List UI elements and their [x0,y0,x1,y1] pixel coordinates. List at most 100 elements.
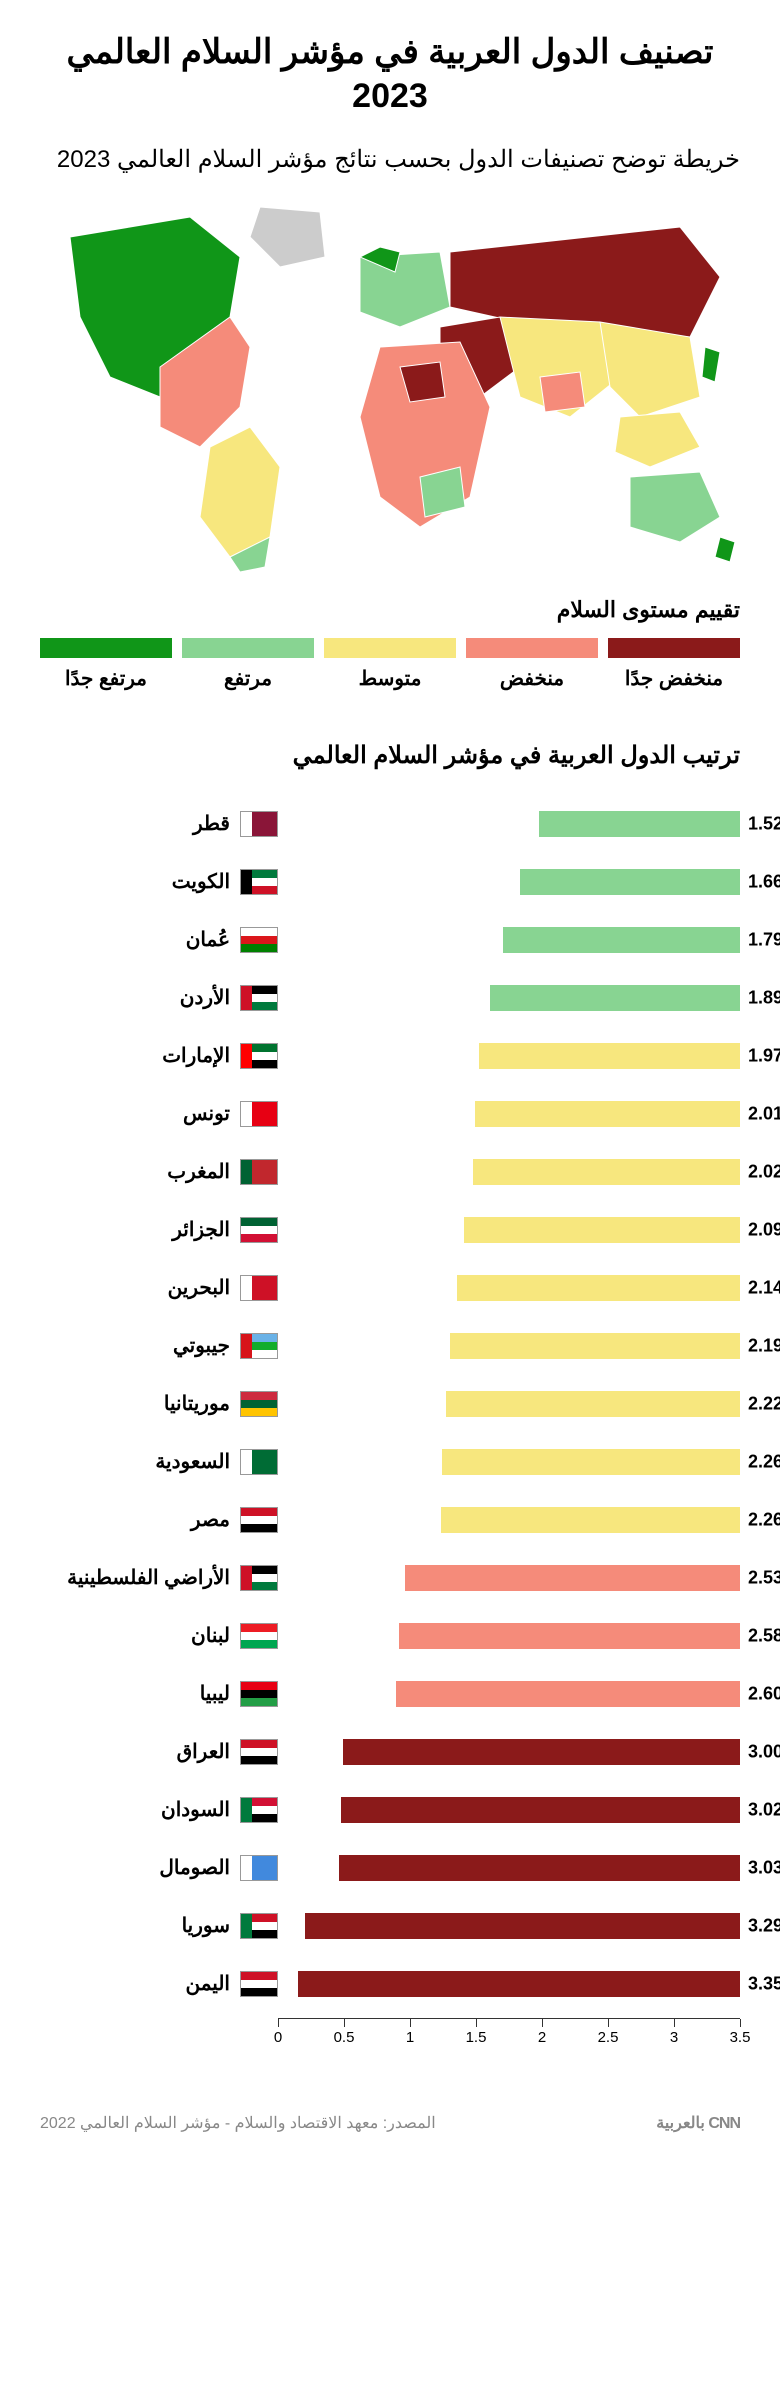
bar-value: 2.02 [748,1161,780,1182]
flag-icon [240,1797,278,1823]
bar-value: 2.228 [748,1393,780,1414]
bar-track: 2.538 [278,1549,740,1607]
bar-fill: 2.01 [475,1101,740,1127]
flag-icon [240,1971,278,1997]
country-label: الكويت [40,869,230,894]
country-label: موريتانيا [40,1391,230,1416]
legend-swatch [466,638,598,658]
flag-icon [240,1681,278,1707]
axis-tick [740,2019,741,2027]
bar-value: 1.524 [748,813,780,834]
legend-label: منخفض [466,666,598,691]
legend-item: منخفض [466,638,598,691]
country-label: قطر [40,811,230,836]
country-label: اليمن [40,1971,230,1996]
legend-item: مرتفع جدًا [40,638,172,691]
axis-tick-label: 0 [274,2029,282,2046]
bar-track: 3.036 [278,1839,740,1897]
legend-title: تقييم مستوى السلام [40,597,740,623]
world-map-svg [40,197,740,577]
footer: CNN بالعربية المصدر: معهد الاقتصاد والسل… [40,2113,740,2133]
legend-label: منخفض جدًا [608,666,740,691]
bar-fill: 2.094 [464,1217,740,1243]
axis-tick [674,2019,675,2027]
legend-swatch [608,638,740,658]
bar-track: 2.581 [278,1607,740,1665]
bar-value: 2.26 [748,1451,780,1472]
flag-icon [240,811,278,837]
bar-fill: 2.228 [446,1391,740,1417]
page-title: تصنيف الدول العربية في مؤشر السلام العال… [40,30,740,118]
bar-row: موريتانيا 2.228 [40,1375,740,1433]
axis-tick [608,2019,609,2027]
bar-fill: 1.524 [539,811,740,837]
bar-fill: 3.35 [298,1971,740,1997]
bar-track: 1.524 [278,795,740,853]
flag-icon [240,1217,278,1243]
bar-row: الجزائر 2.094 [40,1201,740,1259]
bar-value: 3.294 [748,1915,780,1936]
bar-row: السودان 3.023 [40,1781,740,1839]
bar-track: 2.605 [278,1665,740,1723]
flag-icon [240,1855,278,1881]
country-label: الإمارات [40,1043,230,1068]
flag-icon [240,927,278,953]
flag-icon [240,1739,278,1765]
flag-icon [240,869,278,895]
bar-row: قطر 1.524 [40,795,740,853]
legend-item: متوسط [324,638,456,691]
bar-value: 1.669 [748,871,780,892]
axis-tick [410,2019,411,2027]
bar-row: الأردن1.895 [40,969,740,1027]
bar-value: 2.145 [748,1277,780,1298]
bar-track: 3.006 [278,1723,740,1781]
legend-label: مرتفع [182,666,314,691]
bar-value: 3.006 [748,1741,780,1762]
country-label: العراق [40,1739,230,1764]
legend-label: متوسط [324,666,456,691]
bar-row: ليبيا2.605 [40,1665,740,1723]
flag-icon [240,1043,278,1069]
flag-icon [240,1623,278,1649]
country-label: السودان [40,1797,230,1822]
flag-icon [240,1391,278,1417]
bar-row: جيبوتي2.196 [40,1317,740,1375]
axis-tick-label: 2 [538,2029,546,2046]
x-axis: 00.511.522.533.5 [40,2018,740,2048]
bar-track: 3.023 [278,1781,740,1839]
bar-track: 2.26 [278,1433,740,1491]
bar-value: 1.794 [748,929,780,950]
bar-track: 2.01 [278,1085,740,1143]
flag-icon [240,1101,278,1127]
bar-track: 2.145 [278,1259,740,1317]
axis-tick-label: 1 [406,2029,414,2046]
bar-fill: 3.294 [305,1913,740,1939]
bar-fill: 2.267 [441,1507,740,1533]
bar-row: عُمان 1.794 [40,911,740,969]
bar-row: المغرب2.02 [40,1143,740,1201]
bar-track: 3.294 [278,1897,740,1955]
bar-track: 2.267 [278,1491,740,1549]
flag-icon [240,985,278,1011]
country-label: الجزائر [40,1217,230,1242]
bar-fill: 3.023 [341,1797,740,1823]
bar-row: السعودية2.26 [40,1433,740,1491]
legend-swatch [40,638,172,658]
legend-swatch [324,638,456,658]
axis-tick [542,2019,543,2027]
bar-track: 1.669 [278,853,740,911]
bar-fill: 2.538 [405,1565,740,1591]
country-label: الأردن [40,985,230,1010]
legend-swatch [182,638,314,658]
legend-row: مرتفع جدًا مرتفع متوسط منخفض منخفض جدًا [40,638,740,691]
bar-value: 1.895 [748,987,780,1008]
bar-fill: 1.794 [503,927,740,953]
bar-fill: 2.581 [399,1623,740,1649]
country-label: عُمان [40,927,230,952]
country-label: تونس [40,1101,230,1126]
bar-fill: 2.605 [396,1681,740,1707]
bar-row: الأراضي الفلسطينية2.538 [40,1549,740,1607]
bar-value: 2.094 [748,1219,780,1240]
bar-value: 2.538 [748,1567,780,1588]
bar-value: 2.581 [748,1625,780,1646]
